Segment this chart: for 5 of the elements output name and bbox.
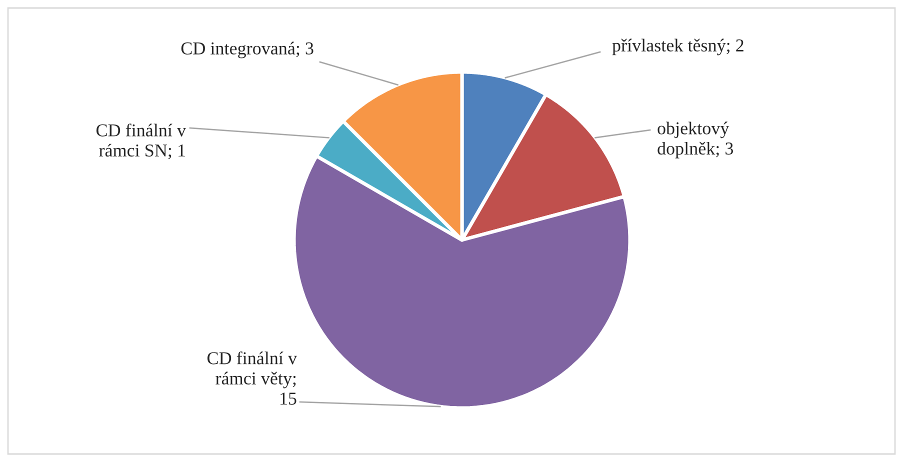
slice-label: objektový doplněk; 3 [658, 122, 734, 158]
slice-label: CD finální v rámci věty; 15 [207, 351, 297, 405]
slice-label: CD integrovaná; 3 [181, 42, 314, 58]
slice-label: CD finální v rámci SN; 1 [96, 124, 186, 160]
slice-label: přívlastek těsný; 2 [612, 38, 744, 56]
